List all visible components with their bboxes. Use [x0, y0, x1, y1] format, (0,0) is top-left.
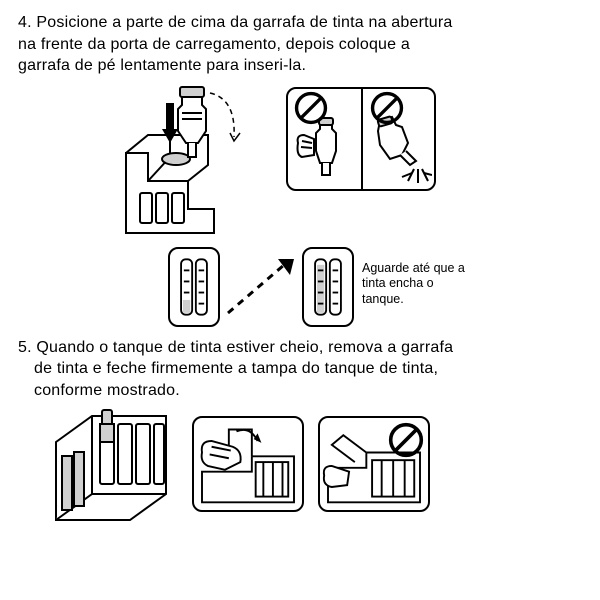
- step4-caption-l2: tinta encha o: [362, 276, 434, 290]
- do-not-squeeze-illustration: [292, 117, 358, 189]
- step4-number: 4.: [18, 14, 32, 31]
- step4-caption-l3: tanque.: [362, 292, 404, 306]
- do-not-tilt-illustration: [366, 115, 432, 189]
- step4-caption: Aguarde até que a tinta encha o tanque.: [362, 261, 502, 308]
- step5-text: 5. Quando o tanque de tinta estiver chei…: [18, 337, 582, 402]
- step4-text: 4. Posicione a parte de cima da garrafa …: [18, 12, 582, 77]
- step5-line1: Quando o tanque de tinta estiver cheio, …: [36, 339, 453, 356]
- step5-number: 5.: [18, 339, 32, 356]
- fill-level-after-box: [302, 247, 354, 327]
- prohibit-icon: [294, 91, 328, 125]
- step4-figure: Aguarde até que a tinta encha o tanque.: [18, 77, 582, 337]
- prohibit-icon: [388, 422, 424, 458]
- fill-level-before-box: [168, 247, 220, 327]
- step4-warning-box: [286, 87, 436, 191]
- step4-line3: garrafa de pé lentamente para inseri-la.: [18, 55, 582, 77]
- step5-line3: conforme mostrado.: [18, 380, 582, 402]
- fill-progress-arrow: [222, 251, 300, 323]
- step5-line2: de tinta e feche firmemente a tampa do t…: [18, 358, 582, 380]
- step4-caption-l1: Aguarde até que a: [362, 261, 465, 275]
- close-lid-correct-box: [192, 416, 304, 512]
- step4-line2: na frente da porta de carregamento, depo…: [18, 34, 582, 56]
- step4-line1: Posicione a parte de cima da garrafa de …: [36, 14, 452, 31]
- close-lid-wrong-box: [318, 416, 430, 512]
- prohibit-icon: [370, 91, 404, 125]
- step5-figure: [18, 406, 582, 576]
- printer-port-illustration: [118, 83, 268, 243]
- tank-block-illustration: [46, 408, 176, 528]
